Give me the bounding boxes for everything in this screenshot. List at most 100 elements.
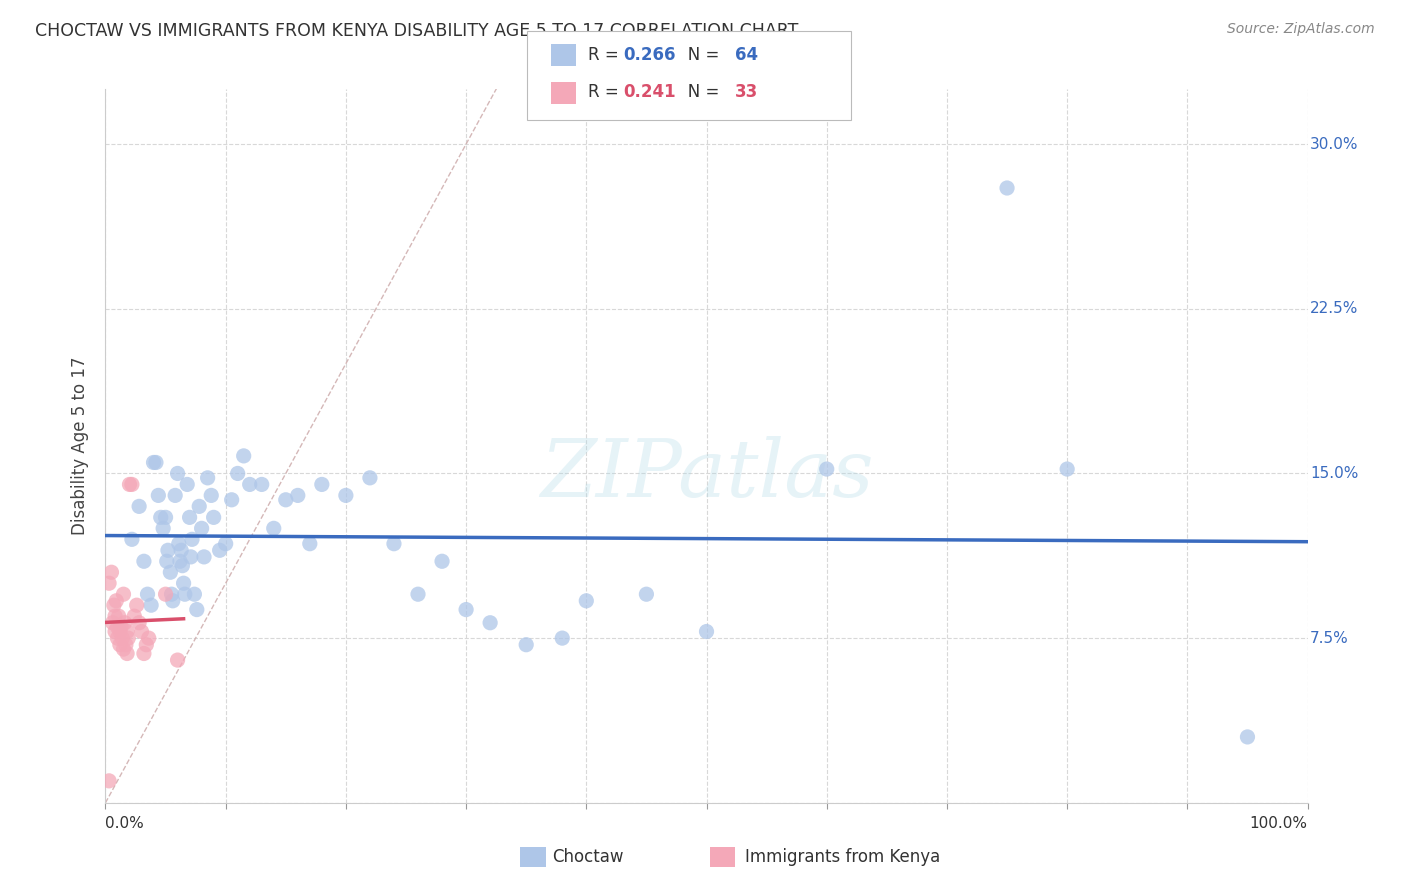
Point [162,594,184,608]
Point [250,477,273,491]
Point [636,587,658,601]
Text: 0.0%: 0.0% [105,815,145,830]
Point [166,467,188,481]
Point [156,554,179,568]
Point [115,624,138,639]
Point [135,638,157,652]
Point [239,477,262,491]
Point [108,624,131,639]
Text: Source: ZipAtlas.com: Source: ZipAtlas.com [1227,22,1375,37]
Point [104,609,127,624]
Point [274,492,297,507]
Point [176,477,198,491]
Point [107,609,129,624]
Point [479,615,502,630]
Point [128,615,150,630]
Point [226,467,249,481]
Point [148,488,170,502]
Point [167,537,190,551]
Point [173,576,195,591]
Point [180,549,202,564]
Point [359,471,381,485]
Point [172,558,194,573]
Point [159,566,181,580]
Point [108,638,131,652]
Point [110,620,132,634]
Point [105,594,128,608]
Point [169,554,191,568]
Point [197,471,219,485]
Point [121,533,143,547]
Point [1056,462,1078,476]
Point [112,642,135,657]
Point [263,521,285,535]
Point [575,594,598,608]
Point [107,620,129,634]
Point [103,598,125,612]
Point [287,488,309,502]
Point [382,537,405,551]
Text: CHOCTAW VS IMMIGRANTS FROM KENYA DISABILITY AGE 5 TO 17 CORRELATION CHART: CHOCTAW VS IMMIGRANTS FROM KENYA DISABIL… [35,22,799,40]
Text: 33: 33 [735,83,759,102]
Point [298,537,321,551]
Text: ZIPatlas: ZIPatlas [540,436,873,513]
Point [183,587,205,601]
Point [145,455,167,469]
Point [515,638,537,652]
Text: 30.0%: 30.0% [1310,136,1358,152]
Point [166,653,188,667]
Text: 0.266: 0.266 [623,45,675,63]
Point [111,631,134,645]
Point [173,587,195,601]
Text: N =: N = [672,83,724,102]
Point [155,587,177,601]
Point [132,647,155,661]
Point [128,500,150,514]
Point [200,488,222,502]
Point [188,500,211,514]
Point [131,624,153,639]
Point [132,554,155,568]
Point [221,492,243,507]
Y-axis label: Disability Age 5 to 17: Disability Age 5 to 17 [72,357,90,535]
Text: Choctaw: Choctaw [553,848,624,866]
Text: 100.0%: 100.0% [1250,815,1308,830]
Text: R =: R = [588,45,624,63]
Point [149,510,172,524]
Point [696,624,718,639]
Point [118,477,141,491]
Point [208,543,231,558]
Point [170,543,193,558]
Point [430,554,453,568]
Point [125,598,148,612]
Point [117,631,139,645]
Text: 64: 64 [735,45,758,63]
Point [454,602,477,616]
Point [190,521,212,535]
Point [124,609,146,624]
Point [181,533,204,547]
Point [107,631,129,645]
Point [98,576,121,591]
Point [179,510,201,524]
Text: 22.5%: 22.5% [1310,301,1358,317]
Text: N =: N = [672,45,724,63]
Point [186,602,208,616]
Point [152,521,174,535]
Point [406,587,429,601]
Point [115,647,138,661]
Point [232,449,254,463]
Point [311,477,333,491]
Point [104,624,127,639]
Point [1236,730,1258,744]
Point [551,631,574,645]
Point [138,631,160,645]
Point [335,488,357,502]
Point [115,638,138,652]
Point [214,537,236,551]
Text: 0.241: 0.241 [623,83,675,102]
Point [160,587,183,601]
Text: 15.0%: 15.0% [1310,466,1358,481]
Point [136,587,159,601]
Point [155,510,177,524]
